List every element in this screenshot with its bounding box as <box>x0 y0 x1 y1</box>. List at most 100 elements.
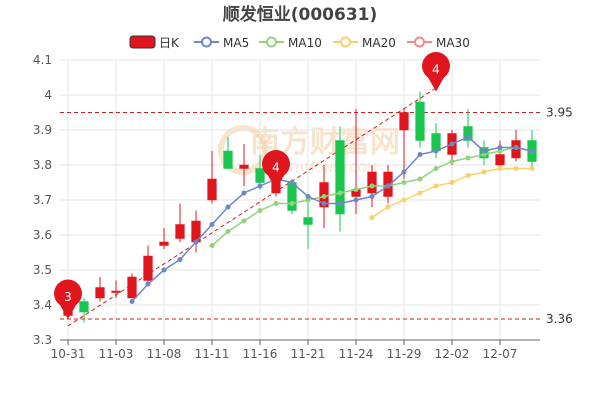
legend-item-ma10[interactable]: MA10 <box>259 36 322 50</box>
legend-dot-ma20 <box>340 36 351 48</box>
ma10-point <box>225 229 231 234</box>
candle[interactable] <box>239 144 249 186</box>
candle-body <box>127 276 137 299</box>
axes: 3.3 3.4 3.5 3.6 3.7 3.8 3.9 4 4.1 10-31 11-03 11-08… <box>33 53 540 361</box>
ma5-point <box>433 148 439 154</box>
candle-body <box>159 241 169 246</box>
ma5-point <box>529 148 535 154</box>
candle-body <box>111 290 121 293</box>
candle-body <box>223 150 233 169</box>
ma10-point <box>481 152 487 157</box>
y-tick-label: 3.8 <box>33 158 52 172</box>
candle-body <box>79 301 89 313</box>
ma5-point <box>321 201 327 206</box>
pin-marker[interactable]: 3 <box>54 279 83 319</box>
trend-line <box>67 87 437 327</box>
candle-body <box>175 224 185 239</box>
candle-body <box>463 126 473 141</box>
x-tick-label: 11-29 <box>387 347 422 361</box>
legend-item-ma30[interactable]: MA30 <box>407 36 470 50</box>
ma5-line <box>131 136 533 303</box>
pin-marker[interactable]: 4 <box>262 150 290 190</box>
x-tick-label: 10-31 <box>51 347 86 361</box>
pin-marker-label: 4 <box>432 63 440 77</box>
candle[interactable] <box>415 91 425 148</box>
reference-lines: 3.95 3.36 <box>60 87 573 327</box>
pin-marker[interactable]: 4 <box>422 52 450 92</box>
candle-body <box>95 287 105 299</box>
ma5-point <box>513 145 519 150</box>
ma10-point <box>273 201 279 206</box>
candle-body <box>495 154 505 166</box>
ma20-point <box>529 166 535 171</box>
ma5-point <box>337 201 343 206</box>
ma5-point <box>385 183 391 189</box>
ma5-point <box>401 169 407 175</box>
candle[interactable] <box>399 109 409 179</box>
ma5-point <box>465 134 471 140</box>
candle-body <box>399 112 409 131</box>
ma5-point <box>497 145 503 150</box>
ma20-point <box>497 166 503 171</box>
candle-body <box>287 182 297 211</box>
legend-label-ma30: MA30 <box>436 36 470 50</box>
legend-label-ma5: MA5 <box>223 36 249 50</box>
candle[interactable] <box>207 151 217 204</box>
x-tick-label: 11-11 <box>195 347 230 361</box>
candle[interactable] <box>127 273 137 299</box>
candle-body <box>303 217 313 225</box>
ma5-point <box>289 180 295 185</box>
candle[interactable] <box>303 200 313 249</box>
candle[interactable] <box>223 137 233 169</box>
watermark-logo-icon <box>218 125 268 175</box>
ma5-point <box>481 148 487 154</box>
moving-averages <box>129 134 535 304</box>
candle[interactable] <box>95 277 105 302</box>
y-tick-label: 3.7 <box>33 193 52 207</box>
y-tick-label: 3.3 <box>33 333 52 347</box>
ma10-point <box>337 190 343 196</box>
y-tick-label: 3.5 <box>33 263 52 277</box>
candle[interactable] <box>111 280 121 299</box>
ma5-point <box>449 141 455 147</box>
legend-dot-ma5 <box>201 36 212 48</box>
candle[interactable] <box>143 245 153 285</box>
legend-item-ma20[interactable]: MA20 <box>333 36 396 50</box>
ma10-point <box>465 155 471 161</box>
candle-body <box>239 164 249 169</box>
ma5-point <box>177 257 183 262</box>
ma20-point <box>417 190 423 196</box>
markers: 3 4 4 <box>54 52 450 319</box>
legend-item-kline[interactable]: 日K <box>129 35 180 50</box>
pin-marker-label: 3 <box>64 290 72 304</box>
ma5-point <box>257 183 263 189</box>
ma5-point <box>241 190 247 196</box>
legend-label-ma10: MA10 <box>288 36 322 50</box>
candle[interactable] <box>335 126 345 232</box>
x-tick-label: 12-02 <box>435 347 470 361</box>
candle[interactable] <box>495 140 505 169</box>
candle[interactable] <box>159 228 169 249</box>
x-tick-label: 11-03 <box>99 347 134 361</box>
reference-line-label: 3.36 <box>546 312 573 326</box>
x-tick-label: 11-24 <box>339 347 374 361</box>
y-tick-label: 4 <box>44 88 52 102</box>
ma5-point <box>209 222 215 227</box>
candle[interactable] <box>175 203 185 243</box>
legend-item-ma5[interactable]: MA5 <box>194 36 249 50</box>
legend-label-kline: 日K <box>159 36 180 50</box>
x-tick-label: 11-16 <box>243 347 278 361</box>
candle[interactable] <box>463 109 473 148</box>
pin-marker-shape <box>422 52 450 92</box>
candle[interactable] <box>79 298 89 323</box>
ma20-point <box>449 180 455 185</box>
ma5-point <box>145 281 151 287</box>
candle-body <box>143 255 153 281</box>
ma10-point <box>401 180 407 185</box>
ma5-point <box>417 152 423 157</box>
ma10-point <box>369 183 375 189</box>
legend: 日K MA5 MA10 MA20 MA30 <box>129 35 470 50</box>
legend-swatch-kline <box>129 35 156 49</box>
